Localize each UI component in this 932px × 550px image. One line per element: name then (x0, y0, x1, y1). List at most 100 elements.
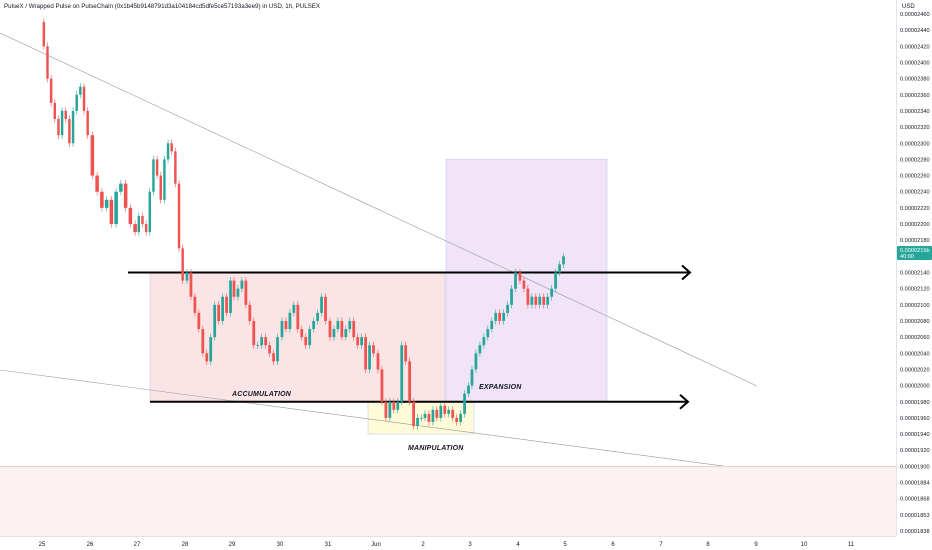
candle-body (304, 337, 308, 346)
candle-body (300, 329, 304, 338)
y-tick-label: 0.00002360 (900, 93, 930, 99)
price-axis[interactable] (896, 0, 932, 536)
candle-body (482, 337, 486, 346)
y-tick-label: 0.00002100 (900, 303, 930, 309)
x-tick-label: 27 (134, 542, 141, 548)
candle-body (546, 296, 550, 305)
candle-body (155, 159, 159, 176)
candle-body (82, 86, 86, 111)
candle-body (64, 110, 67, 120)
candle-body (494, 312, 498, 321)
candle-body (490, 320, 494, 330)
y-tick-label: 0.00002340 (900, 109, 930, 115)
y-tick-label: 0.00002320 (900, 125, 930, 131)
candle-body (248, 304, 252, 321)
y-tick-label: 0.00001853 (900, 513, 930, 519)
x-tick-label: 11 (848, 542, 855, 548)
price-tag-countdown: 40:00 (900, 254, 914, 260)
candle-body (209, 337, 213, 362)
candle-body (128, 207, 133, 225)
candle-body (60, 110, 64, 136)
candle-body (459, 413, 462, 422)
candle-body (264, 337, 268, 346)
candle-body (197, 312, 201, 330)
candle-body (163, 159, 166, 200)
candle-body (244, 280, 248, 305)
support-zone (0, 466, 896, 536)
candle-body (144, 224, 148, 233)
y-tick-label: 0.00002040 (900, 351, 930, 357)
candle-body (71, 110, 75, 144)
candle-body (486, 329, 490, 338)
x-tick-label: 9 (754, 542, 758, 548)
candle-body (412, 401, 415, 426)
candle-body (141, 215, 144, 225)
candle-body (268, 345, 271, 354)
candle-body (400, 345, 404, 402)
candle-body (137, 215, 141, 233)
y-tick-label: 0.00001838 (900, 529, 930, 535)
candle-body (185, 272, 189, 281)
candle-body (380, 369, 384, 402)
y-tick-label: 0.00002300 (900, 141, 930, 147)
y-tick-label: 0.00002220 (900, 206, 930, 212)
candle-body (95, 175, 99, 192)
y-tick-label: 0.00001980 (900, 400, 930, 406)
expansion-box (445, 159, 608, 403)
x-tick-label: 3 (468, 542, 472, 548)
candle-body (474, 353, 478, 370)
descending-trendline (0, 32, 758, 387)
candle-body (148, 191, 152, 233)
candle-body (526, 288, 530, 305)
candle-body (53, 102, 57, 120)
candle-body (463, 393, 466, 414)
drawn-lines (0, 32, 897, 536)
y-tick-label: 0.00001868 (900, 497, 930, 503)
time-axis[interactable] (0, 536, 896, 550)
candle-body (360, 337, 364, 346)
candle-body (316, 312, 319, 321)
candle-body (296, 304, 300, 330)
candle-body (558, 264, 561, 273)
annotation-accumulation: ACCUMULATION (231, 391, 292, 398)
candle-body (109, 199, 114, 225)
level-arrow-head (679, 393, 690, 410)
annotations: ACCUMULATION MANIPULATION EXPANSION (231, 384, 522, 452)
candle-body (423, 413, 427, 418)
y-tick-label: 0.00002400 (900, 60, 930, 66)
candle-body (86, 110, 89, 136)
y-tick-label: 0.00001884 (900, 481, 930, 487)
candle-body (510, 288, 513, 305)
candle-body (420, 417, 423, 419)
candle-body (443, 405, 447, 414)
candle-body (205, 353, 209, 362)
candle-body (506, 304, 509, 313)
candle-body (340, 320, 344, 338)
candle-body (514, 272, 517, 289)
candle-body (368, 345, 371, 370)
candle-body (177, 183, 181, 249)
candle-body (189, 272, 193, 297)
candle-body (435, 409, 439, 418)
zone-boxes (149, 159, 608, 435)
candle-body (518, 272, 522, 281)
candle-body (114, 191, 118, 225)
candle-body (404, 345, 408, 362)
price-tag-bg (897, 246, 932, 260)
candle-body (276, 337, 279, 362)
candle-body (530, 296, 534, 305)
candle-body (416, 417, 419, 426)
candle-body (46, 46, 49, 79)
candle-body (522, 280, 526, 289)
currency-label: USD (902, 4, 915, 10)
x-tick-label: 31 (325, 542, 332, 548)
candle-body (352, 320, 356, 338)
x-tick-label: 5 (563, 542, 567, 548)
x-tick-label: 25 (39, 542, 46, 548)
x-tick-label: 8 (706, 542, 710, 548)
y-tick-label: 0.00002020 (900, 367, 930, 373)
candle-body (312, 320, 316, 330)
candle-body (170, 143, 173, 152)
candle-body (467, 385, 470, 394)
